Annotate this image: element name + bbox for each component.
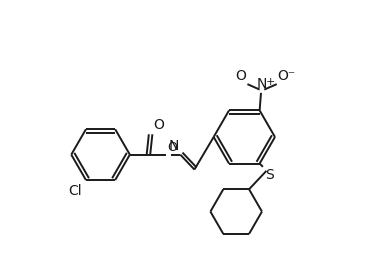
- Text: O: O: [167, 141, 177, 154]
- Text: O: O: [235, 69, 246, 83]
- Text: N: N: [169, 139, 180, 153]
- Text: +: +: [266, 77, 275, 87]
- Text: O⁻: O⁻: [278, 69, 296, 83]
- Text: N: N: [256, 77, 267, 91]
- Text: S: S: [265, 168, 274, 182]
- Text: O: O: [154, 118, 164, 132]
- Text: Cl: Cl: [68, 184, 82, 198]
